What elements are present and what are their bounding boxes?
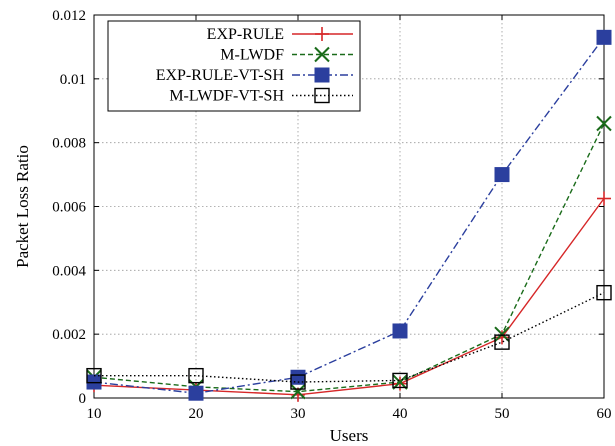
data-point — [393, 324, 407, 338]
y-tick-label: 0.006 — [52, 200, 86, 216]
legend-label: EXP-RULE-VT-SH — [156, 67, 285, 84]
y-tick-label: 0 — [79, 391, 87, 407]
legend-marker — [315, 68, 329, 82]
data-point — [597, 30, 611, 44]
series-line — [94, 293, 604, 382]
data-point — [597, 192, 611, 206]
series-exp-rule — [87, 192, 611, 402]
x-tick-label: 60 — [597, 406, 612, 422]
x-tick-label: 10 — [87, 406, 102, 422]
legend: EXP-RULE M-LWDF EXP-RULE-VT-SH M-LWDF-VT-SH — [108, 21, 360, 111]
legend-label: M-LWDF-VT-SH — [169, 88, 284, 105]
data-point — [291, 388, 305, 402]
data-point — [393, 377, 407, 391]
legend-label: EXP-RULE — [207, 26, 284, 43]
series-line — [94, 199, 604, 395]
series-m-lwdf-vt-sh — [87, 286, 611, 389]
y-tick-label: 0.002 — [52, 327, 86, 343]
data-point — [495, 330, 509, 344]
data-point — [189, 386, 203, 400]
y-tick-label: 0.012 — [52, 8, 86, 24]
y-tick-label: 0.008 — [52, 136, 86, 152]
x-tick-label: 50 — [495, 406, 510, 422]
y-tick-label: 0.01 — [60, 72, 86, 88]
y-tick-label: 0.004 — [52, 263, 86, 279]
x-tick-label: 40 — [393, 406, 408, 422]
legend-label: M-LWDF — [220, 47, 284, 64]
y-axis-label: Packet Loss Ratio — [13, 145, 32, 268]
series-m-lwdf — [87, 117, 611, 399]
x-tick-label: 20 — [189, 406, 204, 422]
series-line — [94, 124, 604, 392]
x-tick-label: 30 — [291, 406, 306, 422]
x-axis-label: Users — [330, 426, 369, 445]
data-point — [495, 168, 509, 182]
